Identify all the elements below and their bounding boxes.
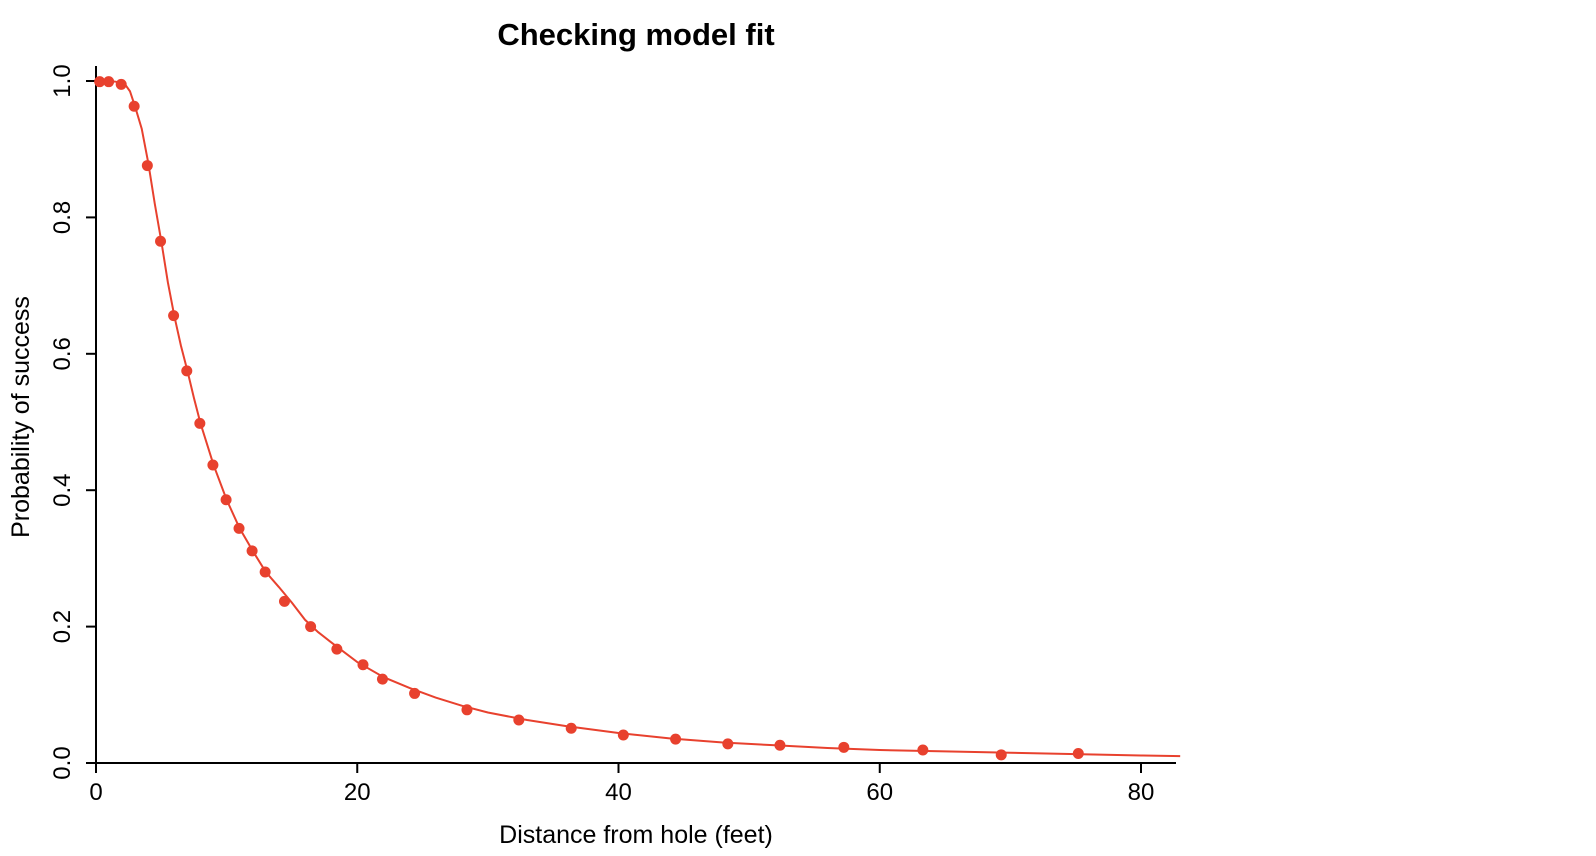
data-point	[670, 733, 682, 745]
plot-area	[94, 76, 1181, 761]
chart-title: Checking model fit	[497, 17, 774, 52]
data-point	[207, 459, 219, 471]
y-tick-label: 0.8	[49, 201, 76, 234]
data-point	[103, 76, 115, 88]
data-point	[115, 78, 127, 90]
y-axis: 0.0 0.2 0.4 0.6 0.8 1.0 Probability of succes…	[7, 64, 97, 780]
y-tick-label: 0.6	[49, 337, 76, 370]
data-point	[1072, 747, 1084, 759]
data-point	[774, 739, 786, 751]
data-point	[409, 687, 421, 699]
data-point	[461, 704, 473, 716]
x-tick-label: 60	[866, 779, 893, 806]
x-tick-label: 0	[89, 779, 102, 806]
data-point	[917, 744, 929, 756]
data-point	[220, 494, 232, 506]
data-point	[357, 659, 369, 671]
y-tick-label: 0.0	[49, 746, 76, 779]
data-point	[305, 621, 317, 633]
fitted-curve	[96, 80, 1181, 758]
data-point	[94, 76, 106, 88]
data-point	[722, 738, 734, 750]
data-point	[141, 160, 153, 172]
data-point	[376, 673, 388, 685]
data-point	[995, 749, 1007, 761]
data-point	[246, 545, 258, 557]
y-tick-label: 1.0	[49, 64, 76, 97]
y-tick-label: 0.4	[49, 474, 76, 507]
data-point	[331, 643, 343, 655]
data-point	[617, 729, 629, 741]
data-point	[278, 595, 290, 607]
data-point	[838, 741, 850, 753]
data-point	[565, 722, 577, 734]
data-point	[128, 100, 140, 112]
x-axis: 0 20 40 60 80 Distance from hole (feet)	[89, 762, 1176, 849]
data-point	[513, 714, 525, 726]
data-point	[168, 310, 180, 322]
data-points	[94, 76, 1084, 761]
data-point	[194, 417, 206, 429]
x-tick-label: 20	[344, 779, 371, 806]
data-point	[233, 522, 245, 534]
data-point	[181, 365, 193, 377]
x-axis-label: Distance from hole (feet)	[499, 821, 773, 849]
x-ticks: 0 20 40 60 80	[89, 763, 1154, 806]
y-ticks: 0.0 0.2 0.4 0.6 0.8 1.0	[49, 64, 96, 780]
data-point	[259, 566, 271, 578]
x-tick-label: 80	[1128, 779, 1155, 806]
x-tick-label: 40	[605, 779, 632, 806]
y-axis-label: Probability of success	[7, 296, 35, 538]
data-point	[155, 235, 167, 247]
y-tick-label: 0.2	[49, 610, 76, 643]
